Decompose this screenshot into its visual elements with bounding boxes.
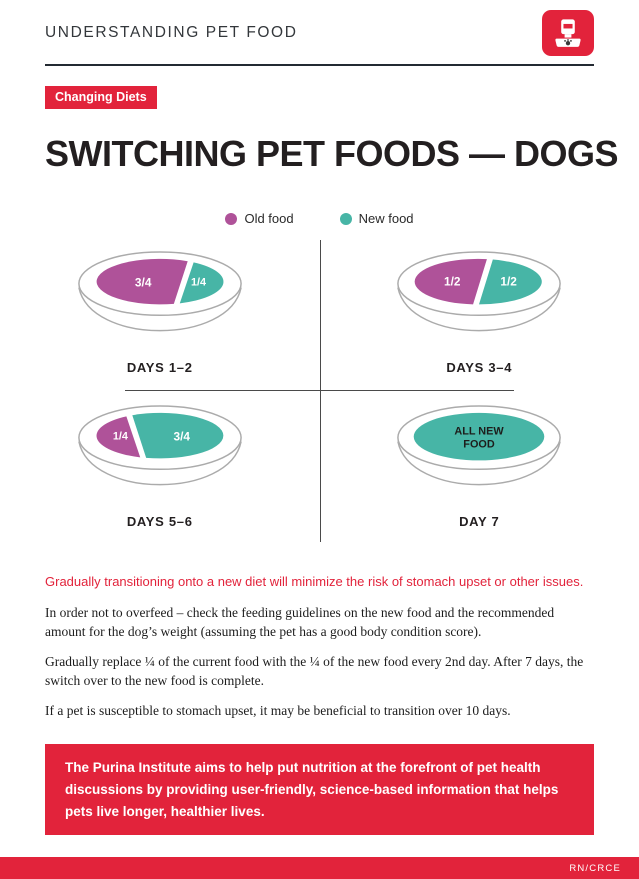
bowl-caption: DAY 7 — [459, 514, 500, 529]
pet-feeder-icon — [542, 10, 594, 56]
footer-bar: RN/CRCE — [0, 857, 639, 879]
section-badge: Changing Diets — [45, 86, 157, 109]
bowl-day-7: ALL NEW FOOD DAY 7 — [320, 390, 639, 544]
headline: SWITCHING PET FOODS — DOGS — [45, 133, 619, 174]
bowl-days-1-2: 3/4 1/4 DAYS 1–2 — [0, 236, 320, 390]
new-food-portion — [413, 412, 545, 461]
legend-old-food: Old food — [225, 211, 294, 226]
horizontal-divider — [125, 390, 514, 391]
old-fraction-label: 3/4 — [135, 276, 152, 290]
transition-diagram: 3/4 1/4 DAYS 1–2 1/2 1/2 DAYS 3–4 — [0, 236, 639, 544]
body-text: In order not to overfeed – check the fee… — [45, 604, 594, 720]
all-new-food-label-line1: ALL NEW — [455, 426, 505, 438]
old-food-portion — [96, 416, 140, 458]
new-food-dot-icon — [339, 212, 352, 225]
legend-old-label: Old food — [244, 211, 294, 226]
purina-institute-callout: The Purina Institute aims to help put nu… — [45, 744, 594, 836]
bowl-caption: DAYS 3–4 — [446, 360, 513, 375]
bowl-days-3-4: 1/2 1/2 DAYS 3–4 — [320, 236, 639, 390]
old-food-dot-icon — [225, 212, 238, 225]
new-fraction-label: 1/2 — [501, 275, 518, 289]
bowl-caption: DAYS 5–6 — [126, 514, 193, 529]
old-fraction-label: 1/4 — [113, 431, 128, 443]
new-food-portion — [132, 412, 224, 459]
bowl-days-5-6: 1/4 3/4 DAYS 5–6 — [0, 390, 320, 544]
bowl-illustration: 1/2 1/2 — [397, 251, 562, 332]
new-food-portion — [179, 262, 224, 304]
old-fraction-label: 1/2 — [444, 275, 461, 289]
paragraph-3: If a pet is susceptible to stomach upset… — [45, 702, 511, 718]
bowl-illustration: ALL NEW FOOD — [397, 405, 562, 486]
paragraph-1: In order not to overfeed – check the fee… — [45, 605, 555, 639]
legend-new-label: New food — [358, 211, 414, 226]
bowl-grid: 3/4 1/4 DAYS 1–2 1/2 1/2 DAYS 3–4 — [0, 236, 639, 544]
bowl-illustration: 3/4 1/4 — [77, 251, 242, 332]
old-food-portion — [96, 258, 188, 305]
bowl-illustration: 1/4 3/4 — [77, 405, 242, 486]
intro-statement: Gradually transitioning onto a new diet … — [45, 574, 584, 589]
new-fraction-label: 3/4 — [173, 430, 190, 444]
page-title: UNDERSTANDING PET FOOD — [45, 24, 298, 41]
footer-code: RN/CRCE — [569, 862, 621, 874]
vertical-divider — [319, 240, 321, 542]
all-new-food-label-line2: FOOD — [464, 439, 496, 451]
legend: Old food New food — [0, 211, 639, 226]
header: UNDERSTANDING PET FOOD — [45, 0, 594, 66]
paragraph-2: Gradually replace ¼ of the current food … — [45, 653, 584, 688]
bowl-caption: DAYS 1–2 — [126, 360, 193, 375]
new-food-portion — [479, 259, 543, 305]
pet-feeder-glyph — [555, 19, 581, 47]
legend-new-food: New food — [339, 211, 414, 226]
new-fraction-label: 1/4 — [191, 277, 206, 289]
old-food-portion — [414, 258, 488, 305]
